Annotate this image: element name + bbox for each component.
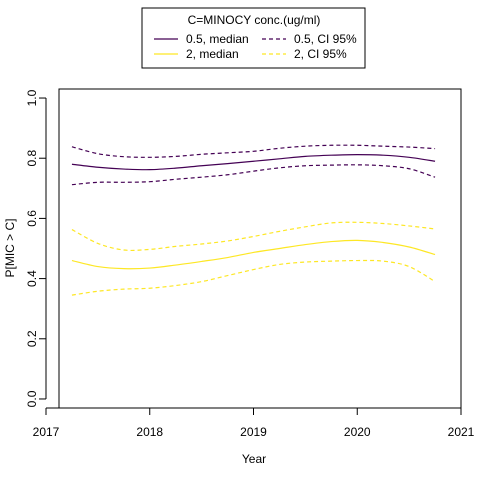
plot-area-frame [58, 88, 462, 409]
y-tick-label-0: 0.0 [25, 390, 39, 407]
series-conc-0-5-ci-lower-line [71, 164, 436, 186]
y-tick-label-5: 1.0 [25, 89, 39, 106]
legend-entry-3: 2, CI 95% [294, 47, 347, 61]
series-layer [71, 144, 436, 296]
x-tick-label-3: 2020 [344, 425, 371, 439]
series-conc-2-ci-upper-line [71, 221, 436, 252]
x-axis-label: Year [242, 452, 266, 466]
y-axis: 0.0 0.2 0.4 0.6 0.8 1.0 [25, 89, 47, 407]
series-conc-2-ci-lower-line [71, 259, 436, 296]
y-axis-label: P[MIC > C] [3, 218, 17, 277]
y-tick-label-3: 0.6 [25, 210, 39, 227]
series-conc-0-5-ci-upper-line [71, 144, 436, 158]
legend-entry-1: 0.5, CI 95% [294, 32, 357, 46]
series-conc-2-median-line [71, 239, 436, 270]
x-axis: 2017 2018 2019 2020 2021 [33, 407, 475, 439]
legend-entry-2: 2, median [186, 47, 239, 61]
y-tick-label-4: 0.8 [25, 150, 39, 167]
x-tick-label-4: 2021 [448, 425, 475, 439]
legend-entry-0: 0.5, median [186, 32, 249, 46]
y-tick-label-2: 0.4 [25, 270, 39, 287]
x-tick-label-0: 2017 [33, 425, 60, 439]
x-tick-label-1: 2018 [136, 425, 163, 439]
x-tick-label-2: 2019 [240, 425, 267, 439]
legend: C=MINOCY conc.(ug/ml) 0.5, median 0.5, C… [141, 7, 366, 69]
legend-box [141, 7, 366, 69]
legend-title: C=MINOCY conc.(ug/ml) [188, 13, 321, 27]
series-conc-0-5-median-line [71, 154, 436, 171]
y-tick-label-1: 0.2 [25, 330, 39, 347]
